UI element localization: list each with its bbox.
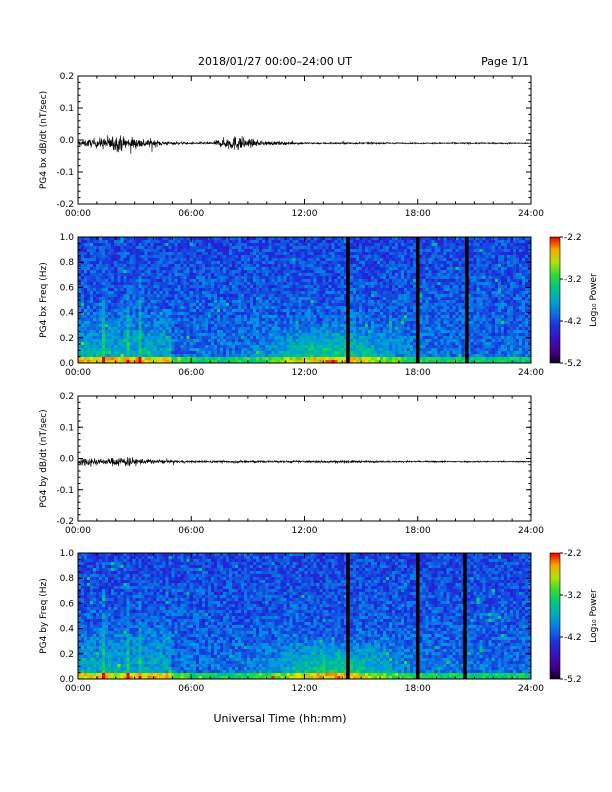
x-tick-label: 00:00: [65, 368, 91, 378]
x-tick-label: 24:00: [518, 526, 544, 536]
x-tick-label: 12:00: [292, 209, 318, 219]
colorbar-scale: [549, 236, 561, 364]
y-tick-label: 0.8: [60, 258, 75, 268]
colorbar-label: Log₁₀ Power: [589, 273, 599, 327]
x-tick-label: 18:00: [405, 684, 431, 694]
x-axis-label: Universal Time (hh:mm): [214, 712, 347, 725]
x-tick-label: 00:00: [65, 684, 91, 694]
y-tick-label: 0.4: [60, 309, 75, 319]
plot-frame: [77, 395, 532, 522]
y-tick-label: 0.0: [60, 455, 75, 465]
colorbar-tick-label: -5.2: [564, 675, 582, 685]
y-tick-label: 1.0: [60, 233, 75, 243]
data-gap: [415, 237, 420, 363]
colorbar-tick-label: -2.2: [564, 233, 582, 243]
y-tick-label: 0.0: [60, 136, 75, 146]
x-tick-label: 12:00: [292, 684, 318, 694]
x-tick-label: 06:00: [178, 526, 204, 536]
x-tick-label: 06:00: [178, 209, 204, 219]
y-tick-label: 0.1: [60, 423, 74, 433]
y-tick-label: 0.0: [60, 675, 75, 685]
data-gap: [465, 237, 469, 363]
y-axis-label: PG4 by Freq (Hz): [39, 578, 49, 654]
x-tick-label: 06:00: [178, 684, 204, 694]
colorbar-tick-label: -5.2: [564, 359, 582, 369]
data-gap: [346, 553, 350, 679]
data-gap: [463, 553, 467, 679]
x-tick-label: 18:00: [405, 368, 431, 378]
colorbar: -2.2 -3.2 -4.2 -5.2 Log₁₀ Power: [549, 233, 599, 369]
y-tick-label: -0.1: [56, 168, 74, 178]
y-tick-label: -0.1: [56, 486, 74, 496]
x-tick-label: 12:00: [292, 368, 318, 378]
x-tick-label: 18:00: [405, 526, 431, 536]
y-axis-label: PG4 bx dB/dt (nT/sec): [39, 91, 49, 189]
colorbar-tick-label: -3.2: [564, 275, 582, 285]
colorbar-tick-label: -3.2: [564, 591, 582, 601]
x-tick-label: 00:00: [65, 209, 91, 219]
y-tick-label: 0.2: [60, 72, 74, 82]
colorbar-tick-label: -4.2: [564, 633, 582, 643]
y-tick-label: 0.4: [60, 625, 75, 635]
y-tick-label: 0.6: [60, 283, 75, 293]
data-gap: [415, 553, 420, 679]
by-spectrogram-panel: 00:00 06:00 12:00 18:00 24:00 0.0 0.2 0.4 0.6 0.8…: [39, 549, 599, 694]
y-tick-label: -0.2: [56, 200, 74, 210]
x-tick-label: 12:00: [292, 526, 318, 536]
y-axis-label: PG4 by dB/dt (nT/sec): [39, 409, 49, 507]
y-tick-label: 0.2: [60, 392, 74, 402]
colorbar-label: Log₁₀ Power: [589, 589, 599, 643]
bx-spectrogram-panel: 00:00 06:00 12:00 18:00 24:00 0.0 0.2 0.4 0.6 0.8…: [39, 233, 599, 378]
bx-dbdt-panel: 00:00 06:00 12:00 18:00 24:00 -0.2 -0.1 0.0 0.1 0…: [39, 72, 544, 219]
x-tick-label: 18:00: [405, 209, 431, 219]
colorbar: -2.2 -3.2 -4.2 -5.2 Log₁₀ Power: [549, 549, 599, 685]
figure-title: 2018/01/27 00:00–24:00 UT: [198, 55, 352, 68]
y-tick-label: -0.2: [56, 517, 74, 527]
y-axis-label: PG4 bx Freq (Hz): [39, 262, 49, 338]
data-gap: [346, 237, 350, 363]
colorbar-tick-label: -2.2: [564, 549, 582, 559]
spectrogram-image: [78, 553, 531, 679]
y-tick-label: 0.1: [60, 104, 74, 114]
spectrogram-image: [78, 237, 531, 363]
y-tick-label: 0.2: [60, 334, 74, 344]
colorbar-scale: [549, 552, 561, 680]
y-tick-label: 0.8: [60, 574, 75, 584]
y-tick-label: 0.0: [60, 359, 75, 369]
x-tick-label: 24:00: [518, 209, 544, 219]
colorbar-tick-label: -4.2: [564, 317, 582, 327]
dbdt-trace: [77, 456, 532, 467]
dbdt-trace: [77, 135, 532, 154]
y-tick-label: 0.2: [60, 650, 74, 660]
x-tick-label: 24:00: [518, 684, 544, 694]
page-indicator: Page 1/1: [481, 55, 529, 68]
x-tick-label: 00:00: [65, 526, 91, 536]
y-tick-label: 1.0: [60, 549, 75, 559]
y-tick-label: 0.6: [60, 599, 75, 609]
by-dbdt-panel: 00:00 06:00 12:00 18:00 24:00 -0.2 -0.1 0.0 0.1 0…: [39, 392, 544, 536]
x-tick-label: 24:00: [518, 368, 544, 378]
x-tick-label: 06:00: [178, 368, 204, 378]
plot-frame: [77, 75, 532, 205]
